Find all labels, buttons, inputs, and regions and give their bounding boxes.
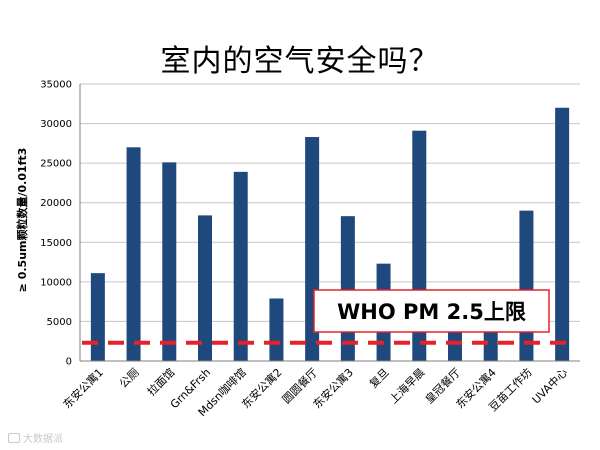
y-axis-label: ≥ 0.5um颗粒数量/0.01ft3 [15,148,29,293]
bar [126,147,141,361]
y-tick-label: 15000 [40,238,72,249]
bar [198,215,212,361]
bar [269,298,284,361]
x-tick-label: 东安公寓1 [60,365,106,411]
y-tick-label: 0 [66,357,72,368]
chart-title: 室内的空气安全吗？ [160,44,440,79]
axes [79,84,580,362]
x-tick-label: UVA中心 [530,366,571,407]
bar [90,273,105,361]
y-tick-label: 5000 [47,317,72,328]
y-tick-labels: 0 5000 10000 15000 20000 25000 30000 35000 [40,80,72,368]
bar [162,162,177,361]
y-tick-label: 20000 [40,198,72,209]
bar [340,216,355,361]
y-tick-label: 35000 [40,80,72,91]
who-limit-box [313,289,550,333]
bar [519,210,534,361]
x-tick-label: 上海早晨 [386,365,427,406]
x-tick-label: 拉面馆 [144,365,177,398]
bar [555,107,570,361]
camera-icon [8,432,20,443]
who-limit-label: WHO PM 2.5上限 [337,300,526,324]
y-tick-label: 25000 [40,159,72,170]
bar [233,171,248,361]
x-tick-label: 公厕 [117,366,142,391]
x-tick-label: 复旦 [366,365,391,390]
gridlines [80,83,580,322]
y-tick-label: 10000 [40,277,72,288]
reference-line: WHO PM 2.5上限 [82,289,576,345]
watermark: 大数据派 [8,430,63,445]
y-tick-label: 30000 [40,119,72,130]
watermark-text: 大数据派 [23,434,63,445]
